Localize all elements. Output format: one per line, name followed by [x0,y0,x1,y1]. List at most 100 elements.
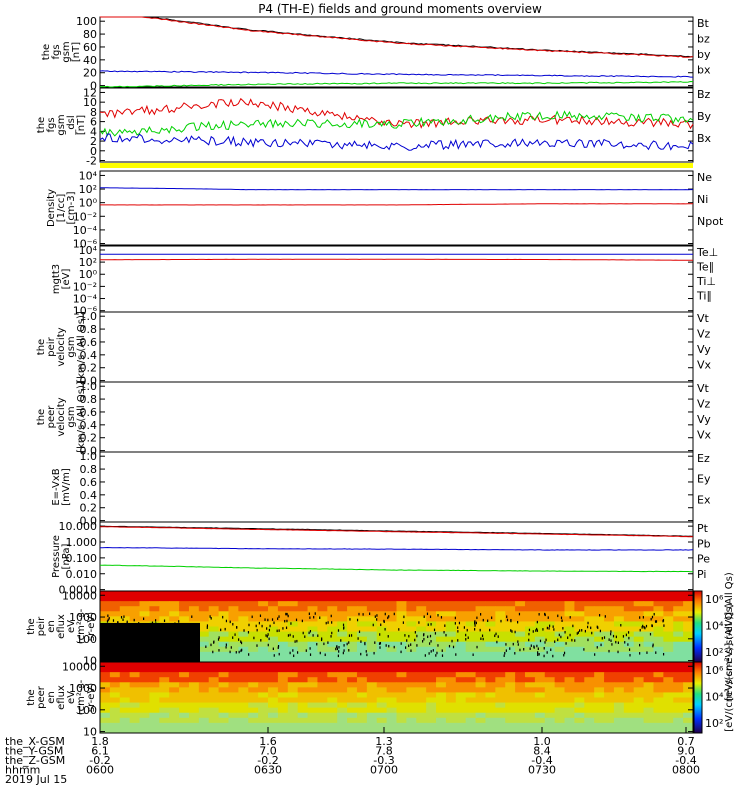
spectrogram-gap [405,646,407,649]
spectrogram-gap [155,622,157,625]
spectrogram-gap [552,625,554,628]
spectrogram-cell [317,707,328,714]
spectrogram-gap [346,642,348,646]
spectrogram-cell [129,596,141,602]
spectrogram-cell [347,621,358,627]
spectrogram-cell [633,677,645,683]
spectrogram-cell [248,667,259,673]
spectrogram-gap [544,613,546,617]
spectrogram-cell [337,707,348,714]
spectrogram-cell [396,616,407,622]
spectrogram-gap [388,644,390,648]
spectrogram-cell [317,651,328,658]
spectrogram-cell [317,621,328,627]
spectrogram-cell [376,626,388,633]
spectrogram-cell [347,641,358,648]
spectrogram-gap [423,633,425,636]
spectrogram-cell [327,601,338,607]
trace-pressure-Pi [100,546,694,551]
spectrogram-cell [475,667,486,673]
spectrogram-cell [287,717,299,724]
spectrogram-cell [188,596,200,602]
spectrogram-cell [258,667,269,673]
spectrogram-cell [268,641,279,648]
spectrogram-cell [445,626,457,633]
spectrogram-cell [455,591,467,597]
spectrogram-cell [347,692,358,698]
spectrogram-cell [109,606,121,612]
spectrogram-cell [347,596,358,602]
spectrogram-cell [544,697,556,704]
spectrogram-cell [109,727,121,734]
spectrogram-cell [228,727,239,734]
spectrogram-cell [159,682,170,688]
spectrogram-cell [208,656,220,663]
spectrogram-cell [327,692,338,698]
spectrogram-cell [455,722,467,729]
spectrogram-gap [436,651,438,655]
spectrogram-cell [238,641,249,648]
spectrogram-cell [524,611,536,617]
spectrogram-cell [534,606,546,612]
spectrogram-cell [169,611,180,617]
spectrogram-cell [228,722,239,729]
spectrogram-gap [428,652,430,655]
spectrogram-cell [386,616,397,622]
spectrogram-cell [317,672,328,678]
spectrogram-cell [683,591,694,597]
spectrogram-gap [604,615,606,618]
spectrogram-cell [188,601,200,607]
spectrogram-cell [643,672,654,678]
spectrogram-gap [643,625,645,629]
spectrogram-cell [307,727,318,734]
spectrogram-cell [208,626,220,633]
spectrogram-cell [149,697,160,704]
spectrogram-cell [683,646,694,653]
spectrogram-cell [574,621,585,627]
spectrogram-cell [584,662,595,668]
x-axis-tick-label: 0.7 [677,735,695,748]
spectrogram-cell [307,621,318,627]
spectrogram-cell [109,717,121,724]
spectrogram-cell [188,677,200,683]
spectrogram-cell [653,621,664,627]
spectrogram-cell [574,611,585,617]
spectrogram-cell [169,682,180,688]
spectrogram-cell [613,677,625,683]
spectrogram-cell [584,616,595,622]
spectrogram-cell [613,667,625,673]
y-tick-label: 0.6 [80,406,98,419]
spectrogram-cell [426,641,437,648]
spectrogram-cell [277,606,289,612]
spectrogram-cell [208,606,220,612]
spectrogram-cell [208,631,220,638]
spectrogram-cell [604,682,615,688]
spectrogram-cell [129,667,141,673]
spectrogram-cell [564,687,575,693]
spectrogram-cell [613,727,625,734]
spectrogram-cell [238,656,249,663]
trace-density-Npot [100,187,693,191]
spectrogram-cell [544,611,556,617]
spectrogram-gap [210,617,212,620]
spectrogram-cell [406,667,417,673]
spectrogram-cell [100,707,111,714]
spectrogram-gap [290,622,292,625]
spectrogram-cell [416,692,427,698]
spectrogram-gap [506,618,509,622]
spectrogram-cell [307,601,318,607]
spectrogram-cell [584,727,595,734]
spectrogram-cell [574,682,585,688]
spectrogram-cell [307,656,318,663]
spectrogram-gap [296,639,298,643]
spectrogram-cell [604,717,615,724]
spectrogram-cell [277,662,289,668]
spectrogram-cell [149,687,160,693]
spectrogram-gap [138,622,140,625]
spectrogram-cell [633,662,645,668]
y-axis-label: the [26,618,37,634]
spectrogram-cell [248,702,259,709]
spectrogram-cell [613,646,625,653]
spectrogram-cell [287,621,299,627]
spectrogram-cell [287,636,299,643]
